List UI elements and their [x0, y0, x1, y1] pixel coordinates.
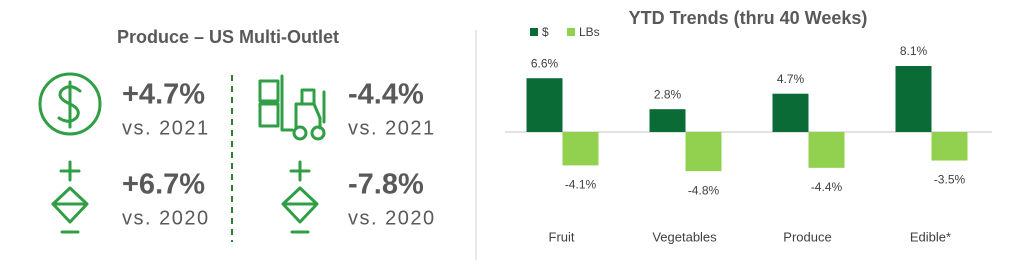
- bar: [526, 78, 563, 132]
- dollar-icon: [38, 72, 102, 136]
- kpi-value: -7.8%: [348, 169, 424, 201]
- forklift-icon: [258, 74, 326, 141]
- bar: [685, 132, 722, 172]
- legend-label: $: [542, 25, 549, 39]
- value-label: -4.1%: [565, 178, 597, 192]
- value-label: -4.8%: [688, 183, 720, 197]
- category-label: Edible*: [910, 229, 951, 244]
- legend-swatch: [567, 28, 575, 36]
- bar: [772, 93, 809, 132]
- value-label: 8.1%: [900, 44, 928, 58]
- chart-title: YTD Trends (thru 40 Weeks): [629, 8, 868, 28]
- value-label: 4.7%: [777, 72, 805, 86]
- category-label: Fruit: [549, 229, 575, 244]
- kpi-value: -4.4%: [348, 79, 424, 111]
- scale-icon: [51, 160, 89, 234]
- scale-icon: [281, 160, 319, 234]
- value-label: -4.4%: [811, 180, 843, 194]
- legend-label: LBs: [579, 25, 600, 39]
- bar: [895, 66, 932, 132]
- bar: [931, 132, 968, 161]
- value-label: 6.6%: [531, 56, 559, 70]
- bar: [649, 109, 686, 132]
- value-label: -3.5%: [934, 173, 966, 187]
- kpi-value: +6.7%: [122, 169, 205, 201]
- category-label: Vegetables: [652, 229, 717, 244]
- legend-swatch: [530, 28, 538, 36]
- kpi-label: vs. 2021: [348, 117, 436, 139]
- kpi-value: +4.7%: [122, 79, 205, 111]
- category-label: Produce: [783, 229, 831, 244]
- panel-title: Produce – US Multi-Outlet: [117, 27, 339, 47]
- value-label: 2.8%: [654, 87, 682, 101]
- bar: [808, 132, 845, 168]
- kpi-label: vs. 2020: [348, 207, 436, 229]
- kpi-label: vs. 2021: [122, 117, 210, 139]
- bar: [562, 132, 599, 166]
- kpi-label: vs. 2020: [122, 207, 210, 229]
